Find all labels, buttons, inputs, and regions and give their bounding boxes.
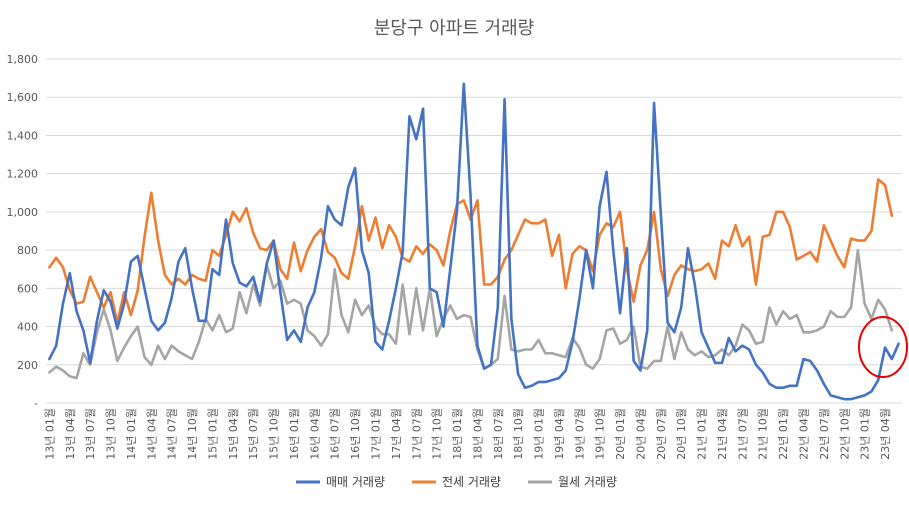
x-tick-label: 19년 01월 bbox=[533, 408, 546, 460]
x-tick-label: 17년 04월 bbox=[390, 408, 403, 460]
y-tick-label: 800 bbox=[17, 244, 38, 257]
y-tick-label: - bbox=[34, 397, 38, 410]
x-tick-label: 19년 07월 bbox=[573, 408, 586, 460]
x-tick-label: 20년 10월 bbox=[675, 408, 688, 460]
x-tick-label: 17년 01월 bbox=[369, 408, 382, 460]
legend-label-3: 월세 거래량 bbox=[558, 475, 617, 489]
x-tick-label: 14년 01월 bbox=[125, 408, 138, 460]
x-tick-label: 16년 07월 bbox=[329, 408, 342, 460]
x-tick-label: 13년 04월 bbox=[64, 408, 77, 460]
x-tick-label: 18년 07월 bbox=[492, 408, 505, 460]
legend: 매매 거래량 전세 거래량 월세 거래량 bbox=[296, 475, 617, 489]
x-tick-label: 21년 07월 bbox=[736, 408, 749, 460]
legend-label-2: 전세 거래량 bbox=[442, 475, 501, 489]
x-tick-label: 19년 04월 bbox=[553, 408, 566, 460]
x-tick-label: 13년 10월 bbox=[105, 408, 118, 460]
x-tick-label: 14년 07월 bbox=[166, 408, 179, 460]
x-tick-label: 18년 10월 bbox=[512, 408, 525, 460]
x-tick-label: 23년 04월 bbox=[879, 408, 892, 460]
y-tick-label: 1,000 bbox=[7, 206, 39, 219]
x-tick-label: 17년 10월 bbox=[431, 408, 444, 460]
highlight-circle-annotation bbox=[858, 316, 908, 378]
y-axis: - 200 400 600 800 1,000 1,200 1,400 1,600 1,800 bbox=[7, 53, 39, 410]
chart-title: 분당구 아파트 거래량 bbox=[374, 18, 534, 39]
x-tick-label: 18년 04월 bbox=[471, 408, 484, 460]
x-tick-label: 22년 10월 bbox=[838, 408, 851, 460]
y-tick-label: 1,200 bbox=[7, 168, 39, 181]
x-tick-label: 22년 01월 bbox=[777, 408, 790, 460]
x-tick-label: 16년 01월 bbox=[288, 408, 301, 460]
y-tick-label: 200 bbox=[17, 359, 38, 372]
series-line-1 bbox=[48, 82, 900, 401]
x-tick-label: 18년 01월 bbox=[451, 408, 464, 460]
y-tick-label: 1,600 bbox=[7, 91, 39, 104]
x-tick-label: 19년 10월 bbox=[594, 408, 607, 460]
x-tick-label: 21년 04월 bbox=[716, 408, 729, 460]
y-tick-label: 600 bbox=[17, 282, 38, 295]
x-tick-label: 23년 01월 bbox=[859, 408, 872, 460]
x-tick-label: 20년 07월 bbox=[655, 408, 668, 460]
x-tick-label: 15년 04월 bbox=[227, 408, 240, 460]
grid bbox=[46, 58, 902, 404]
x-tick-label: 13년 07월 bbox=[84, 408, 97, 460]
x-tick-label: 14년 10월 bbox=[186, 408, 199, 460]
x-tick-label: 14년 04월 bbox=[145, 408, 158, 460]
x-tick-label: 21년 01월 bbox=[696, 408, 709, 460]
x-tick-label: 16년 04월 bbox=[308, 408, 321, 460]
x-tick-label: 21년 10월 bbox=[757, 408, 770, 460]
x-tick-label: 15년 07월 bbox=[247, 408, 260, 460]
y-tick-label: 1,800 bbox=[7, 53, 39, 66]
y-tick-label: 1,400 bbox=[7, 129, 39, 142]
series-layer bbox=[48, 82, 900, 401]
x-axis: 13년 01월 13년 04월 13년 07월 13년 10월 14년 01월 14년 0… bbox=[43, 408, 892, 460]
legend-label-1: 매매 거래량 bbox=[326, 475, 385, 489]
x-tick-label: 20년 01월 bbox=[614, 408, 627, 460]
x-tick-label: 15년 01월 bbox=[206, 408, 219, 460]
series-line-3 bbox=[48, 248, 894, 380]
x-tick-label: 20년 04월 bbox=[634, 408, 647, 460]
x-tick-label: 22년 07월 bbox=[818, 408, 831, 460]
x-tick-label: 22년 04월 bbox=[797, 408, 810, 460]
x-tick-label: 13년 01월 bbox=[43, 408, 56, 460]
y-tick-label: 400 bbox=[17, 321, 38, 334]
x-tick-label: 15년 10월 bbox=[268, 408, 281, 460]
x-tick-label: 17년 07월 bbox=[410, 408, 423, 460]
x-tick-label: 16년 10월 bbox=[349, 408, 362, 460]
